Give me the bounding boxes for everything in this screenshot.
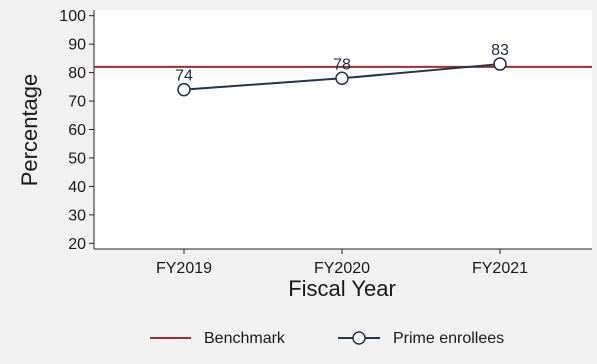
- data-point-marker: [493, 57, 507, 71]
- y-tick-label: 90: [68, 37, 86, 54]
- x-tick-label: FY2021: [472, 260, 528, 277]
- y-tick-label: 40: [68, 179, 86, 196]
- legend-series-swatch-marker: [352, 331, 366, 345]
- legend: Benchmark Prime enrollees: [150, 330, 504, 347]
- x-axis-title: Fiscal Year: [288, 276, 396, 301]
- plot-area: 20 30 40 50 60 70 80 90 100 FY2019 FY2020 FY2021 74 7…: [59, 8, 592, 277]
- data-value-label: 74: [175, 68, 193, 85]
- y-tick-label: 30: [68, 207, 86, 224]
- data-point-marker: [177, 82, 191, 97]
- y-tick-label: 20: [68, 236, 86, 253]
- y-tick-label: 80: [68, 65, 86, 82]
- y-tick-label: 70: [68, 94, 86, 111]
- y-tick-label: 60: [68, 122, 86, 139]
- y-tick-label: 50: [68, 150, 86, 167]
- data-point-marker: [335, 71, 349, 86]
- y-tick-label: 100: [59, 8, 86, 25]
- x-tick-label: FY2019: [156, 260, 212, 277]
- y-axis-title: Percentage: [17, 74, 42, 187]
- legend-benchmark-label: Benchmark: [204, 330, 286, 347]
- data-value-label: 83: [491, 42, 509, 59]
- plot-background: [94, 10, 592, 249]
- data-value-label: 78: [333, 56, 351, 73]
- x-tick-label: FY2020: [314, 260, 370, 277]
- legend-series-label: Prime enrollees: [393, 330, 504, 347]
